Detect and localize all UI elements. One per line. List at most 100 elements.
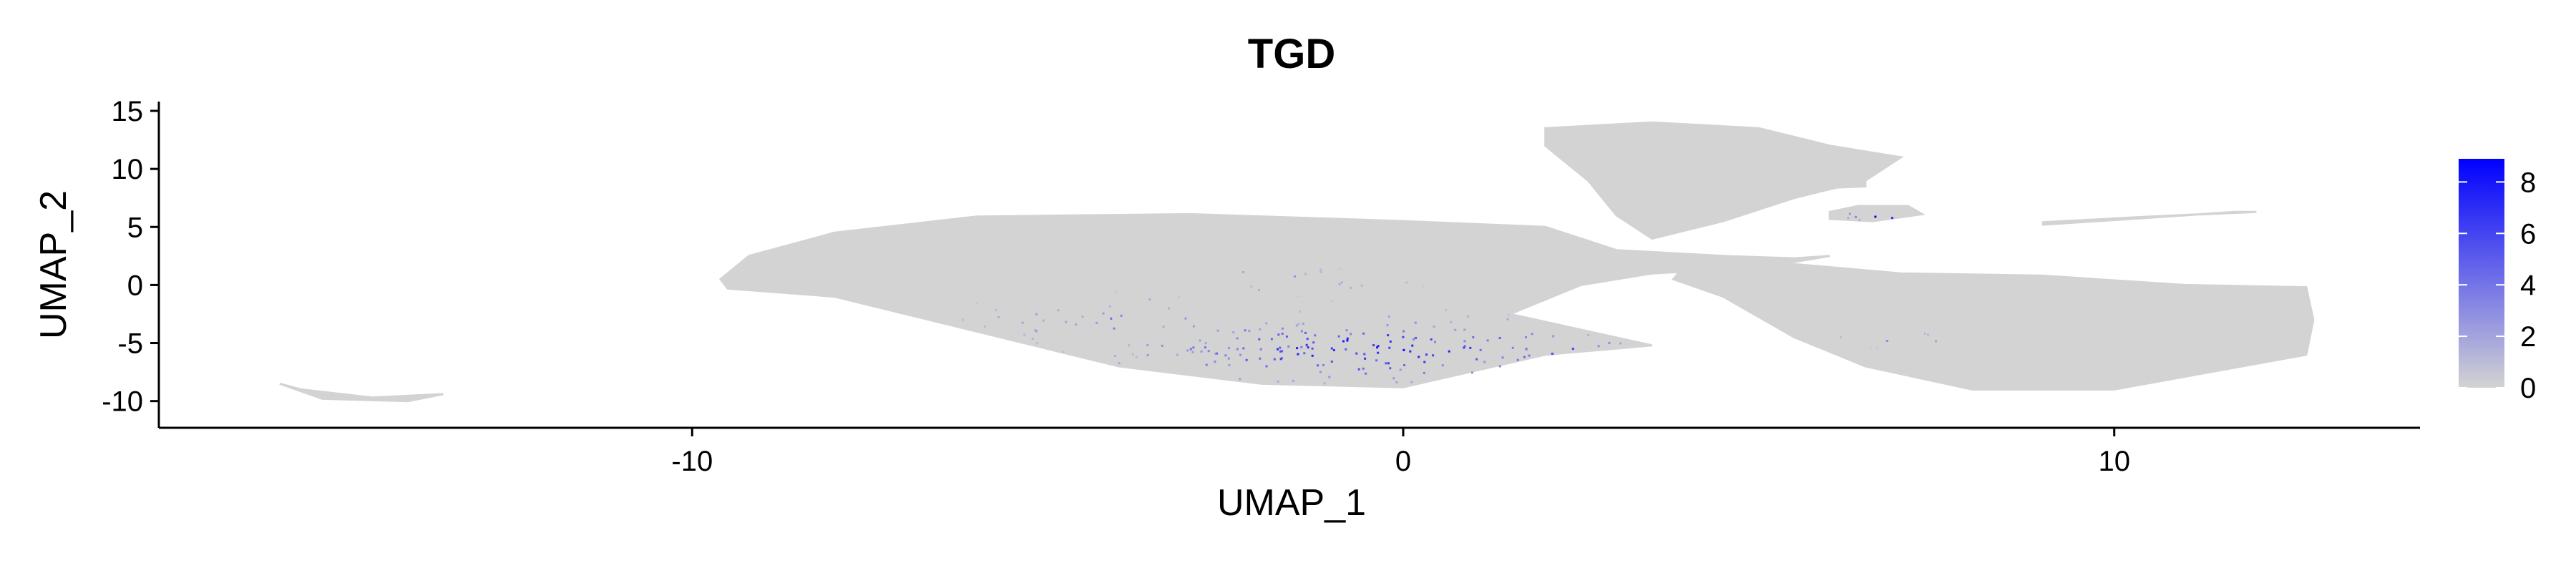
- cell-point: [984, 325, 986, 328]
- cluster-cells: [1672, 260, 2315, 391]
- x-tick-label: 0: [1395, 446, 1411, 477]
- cell-point: [1445, 309, 1448, 311]
- cell-point: [1364, 357, 1367, 360]
- cell-point: [1319, 268, 1322, 271]
- cell-point: [1411, 344, 1414, 347]
- cell-point: [1081, 315, 1084, 318]
- cell-point: [1192, 346, 1195, 349]
- cell-point: [1822, 314, 1825, 317]
- cell-point: [1425, 353, 1428, 356]
- cell-point: [1304, 331, 1307, 334]
- cell-point: [1031, 337, 1034, 340]
- colorbar-tick-label: 2: [2520, 321, 2536, 353]
- cell-point: [1923, 333, 1926, 335]
- cell-point: [1402, 330, 1405, 333]
- cell-point: [1319, 270, 1322, 273]
- cell-point: [1423, 361, 1426, 363]
- cell-point: [995, 308, 997, 311]
- cell-point: [1035, 342, 1038, 345]
- cell-point: [1227, 347, 1230, 350]
- chart-title: TGD: [1248, 31, 1335, 77]
- cell-point: [1403, 364, 1406, 366]
- cell-point: [1506, 318, 1509, 320]
- cell-point: [1372, 344, 1375, 347]
- cell-point: [1387, 315, 1390, 318]
- cell-point: [1277, 348, 1279, 351]
- y-axis-ticks: 15 10 5 0 -5 -10: [102, 96, 159, 418]
- cell-point: [1114, 291, 1117, 294]
- cell-point: [1242, 271, 1245, 273]
- cell-point: [1935, 340, 1937, 343]
- points-layer: [279, 121, 2315, 403]
- cell-point: [1345, 329, 1348, 332]
- cell-point: [1244, 329, 1246, 332]
- cell-point: [1531, 333, 1533, 336]
- cell-point: [1402, 348, 1405, 351]
- cell-point: [1265, 365, 1268, 368]
- cell-point: [1281, 333, 1284, 335]
- cell-point: [1450, 320, 1453, 323]
- cell-point: [1355, 352, 1358, 355]
- cell-point: [1319, 371, 1322, 373]
- cell-point: [924, 287, 927, 290]
- cell-point: [1110, 317, 1113, 320]
- cell-point: [1927, 333, 1930, 336]
- cell-point: [1386, 324, 1389, 327]
- cell-point: [1228, 364, 1231, 366]
- cell-point: [1389, 367, 1392, 370]
- cell-point: [1304, 273, 1307, 275]
- cell-point: [1551, 352, 1553, 355]
- cell-point: [976, 302, 979, 305]
- cell-point: [1205, 363, 1208, 366]
- cell-point: [1395, 381, 1398, 383]
- cell-point: [1296, 295, 1299, 298]
- cell-point: [1280, 357, 1283, 360]
- cell-point: [1388, 346, 1391, 349]
- cell-point: [1498, 337, 1501, 339]
- cell-point: [1277, 333, 1280, 336]
- cell-point: [1287, 345, 1290, 348]
- cell-point: [1120, 314, 1123, 317]
- cell-point: [1258, 288, 1260, 291]
- cell-point: [1806, 308, 1809, 310]
- cell-point: [1279, 350, 1282, 353]
- cell-point: [1258, 338, 1261, 341]
- cluster-upper-right-arm: [1544, 121, 1904, 240]
- cell-point: [1168, 307, 1170, 310]
- cell-point: [1875, 346, 1878, 349]
- cell-point: [1469, 346, 1472, 349]
- cluster-far-left-arc: [279, 382, 444, 403]
- cell-point: [1463, 328, 1466, 331]
- cell-point: [1265, 322, 1268, 325]
- cell-point: [1363, 353, 1366, 356]
- cell-point: [1035, 313, 1038, 315]
- cell-point: [1236, 337, 1239, 340]
- cell-point: [1148, 298, 1151, 301]
- x-axis-title: UMAP_1: [1217, 482, 1366, 524]
- cluster-cells: [718, 212, 1830, 388]
- cell-point: [1418, 356, 1420, 358]
- cell-point: [1357, 368, 1360, 371]
- cell-point: [1387, 334, 1390, 337]
- y-tick-label: 10: [112, 154, 144, 185]
- cluster-cells: [1544, 121, 1904, 240]
- cell-point: [1346, 339, 1349, 342]
- cell-point: [1414, 321, 1417, 324]
- cell-point: [1422, 285, 1425, 288]
- cell-point: [1281, 327, 1284, 330]
- cell-point: [1330, 347, 1333, 350]
- cell-point: [1224, 354, 1227, 357]
- cell-point: [1434, 341, 1436, 343]
- cell-point: [1295, 324, 1298, 327]
- cell-point: [962, 318, 964, 321]
- cell-point: [1498, 365, 1501, 368]
- cell-point: [1242, 347, 1245, 350]
- cell-point: [1433, 325, 1435, 328]
- cell-point: [1409, 350, 1412, 353]
- y-tick-label: -5: [117, 328, 143, 360]
- cell-point: [1322, 364, 1324, 366]
- cell-point: [1022, 263, 1025, 266]
- cell-point: [1311, 347, 1314, 350]
- cell-point: [1523, 356, 1526, 358]
- cell-point: [1516, 358, 1519, 361]
